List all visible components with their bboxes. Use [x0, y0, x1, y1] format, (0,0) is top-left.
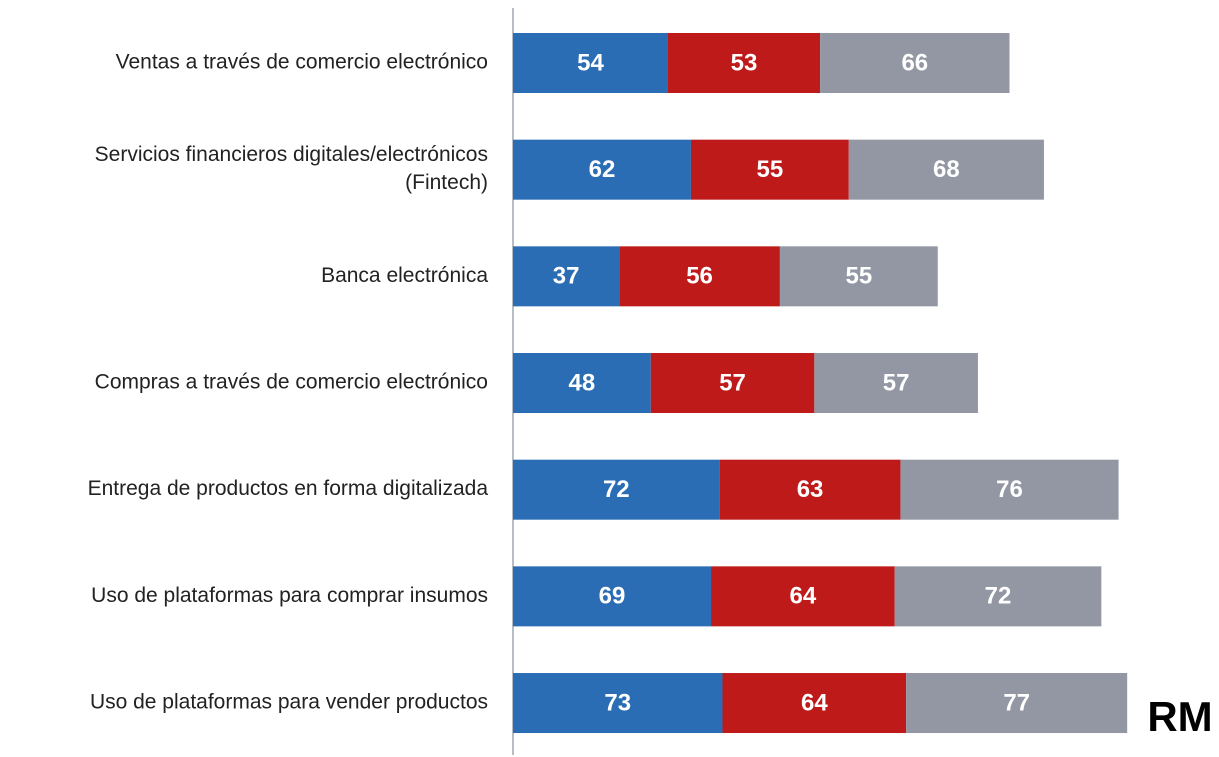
bar-segment [900, 459, 1119, 520]
bar-segment [820, 33, 1010, 93]
value-label: 77 [1003, 689, 1030, 716]
category-label: Compras a través de comercio electrónico [95, 371, 488, 394]
bar-segment [690, 139, 849, 200]
value-label: 64 [790, 583, 817, 610]
value-label: 56 [686, 263, 713, 290]
category-label: (Fintech) [405, 171, 488, 194]
bar-segment [513, 33, 668, 93]
category-label: Ventas a través de comercio electrónico [116, 51, 488, 74]
category-label: Banca electrónica [321, 264, 488, 287]
bar-segment [513, 673, 723, 734]
value-label: 69 [599, 583, 626, 610]
bar-segment [906, 673, 1128, 734]
value-label: 57 [883, 369, 910, 396]
value-label: 64 [801, 689, 828, 716]
category-label: Uso de plataformas para vender productos [90, 691, 488, 714]
value-label: 53 [731, 49, 758, 76]
category-label: Servicios financieros digitales/electrón… [95, 143, 488, 166]
value-label: 72 [603, 476, 630, 503]
value-label: 73 [604, 689, 631, 716]
value-label: 55 [757, 156, 784, 183]
bar-segment [779, 246, 938, 307]
bar-segment [814, 353, 978, 414]
value-label: 57 [719, 369, 746, 396]
bar-segment [848, 139, 1044, 200]
value-label: 62 [589, 156, 616, 183]
category-label: Uso de plataformas para comprar insumos [91, 584, 488, 607]
bar-segment [667, 33, 821, 93]
bar-segment [719, 459, 901, 520]
bar-segment [513, 353, 651, 414]
bar-segment [650, 353, 815, 414]
bar-segment [619, 246, 780, 307]
bar-segment [513, 139, 691, 200]
value-label: 72 [985, 583, 1012, 610]
value-label: 63 [797, 476, 824, 503]
bar-segment [513, 246, 620, 307]
category-label: Entrega de productos en forma digitaliza… [88, 477, 489, 500]
bar-segment [513, 459, 720, 520]
value-label: 55 [845, 263, 872, 290]
bar-segment [513, 566, 712, 627]
value-label: 68 [933, 156, 960, 183]
annotation: RM [1147, 693, 1212, 740]
bar-segment [722, 673, 907, 734]
bar-segment [894, 566, 1102, 627]
bar-segment [711, 566, 895, 627]
value-label: 48 [569, 369, 596, 396]
value-label: 54 [577, 49, 604, 76]
value-label: 76 [996, 476, 1023, 503]
value-label: 66 [901, 49, 928, 76]
value-label: 37 [553, 263, 580, 290]
